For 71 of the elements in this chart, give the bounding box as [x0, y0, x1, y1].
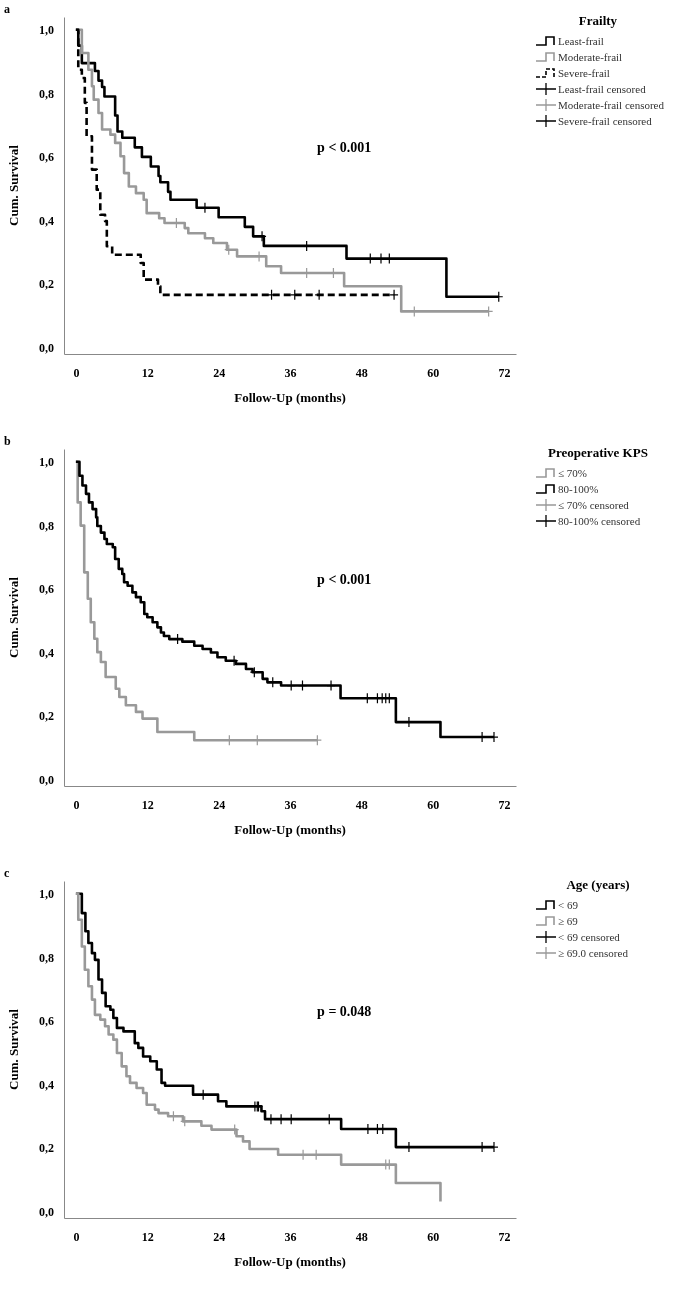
y-tick-label: 0,0 [39, 772, 54, 787]
point [314, 289, 324, 301]
y-tick-label: 0,4 [39, 645, 54, 660]
y-tick-label: 0,4 [39, 1077, 54, 1092]
y-axis-title: Cum. Survival [6, 144, 21, 226]
x-axis-title: Follow-Up (months) [234, 390, 346, 405]
x-tick-label: 72 [498, 797, 511, 812]
x-tick-label: 0 [73, 797, 80, 812]
x-tick-label: 24 [213, 365, 226, 380]
legend-label: Moderate-frail censored [558, 99, 665, 111]
legend-label: Severe-frail censored [558, 115, 653, 127]
y-tick-label: 1,0 [39, 887, 54, 902]
legend-title: Age (years) [566, 877, 630, 892]
y-tick-label: 0,2 [39, 1141, 54, 1156]
y-tick-label: 0,2 [39, 709, 54, 724]
y-tick-label: 0,4 [39, 213, 54, 228]
legend-label: Severe-frail [558, 67, 610, 79]
x-tick-label: 60 [427, 1229, 440, 1244]
annotation: p < 0.001 [317, 139, 372, 155]
x-tick-label: 24 [213, 1229, 226, 1244]
y-tick-label: 0,8 [39, 518, 54, 533]
x-tick-label: 48 [355, 1229, 368, 1244]
x-tick-label: 12 [141, 797, 154, 812]
x-tick-label: 36 [284, 1229, 297, 1244]
legend-title: Preoperative KPS [548, 445, 648, 460]
point [389, 289, 399, 301]
y-tick-label: 0,6 [39, 1014, 54, 1029]
x-tick-label: 60 [427, 797, 440, 812]
x-tick-label: 36 [284, 797, 297, 812]
legend-label: ≤ 70% censored [558, 499, 630, 511]
legend-label: ≤ 70% [558, 467, 587, 479]
annotation: p = 0.048 [317, 1003, 372, 1019]
x-tick-label: 36 [284, 365, 297, 380]
y-tick-label: 0,0 [39, 340, 54, 355]
y-tick-label: 0,6 [39, 582, 54, 597]
legend-label: Least-frail censored [558, 83, 647, 95]
legend-label: 80-100% censored [558, 515, 641, 527]
x-tick-label: 0 [73, 365, 80, 380]
x-tick-label: 48 [355, 365, 368, 380]
x-tick-label: 24 [213, 797, 226, 812]
legend-label: ≥ 69.0 censored [558, 947, 629, 959]
y-tick-label: 0,8 [39, 86, 54, 101]
x-tick-label: 12 [141, 1229, 154, 1244]
y-tick-label: 0,8 [39, 950, 54, 965]
x-tick-label: 72 [498, 1229, 511, 1244]
annotation: p < 0.001 [317, 571, 372, 587]
legend-label: ≥ 69 [558, 915, 579, 927]
x-tick-label: 72 [498, 365, 511, 380]
y-tick-label: 1,0 [39, 23, 54, 38]
legend-label: < 69 [558, 899, 579, 911]
legend-label: Moderate-frail [558, 51, 623, 63]
point [326, 679, 336, 692]
legend-label: < 69 censored [558, 931, 621, 943]
chart-title: b [4, 434, 11, 448]
x-tick-label: 12 [141, 365, 154, 380]
x-tick-label: 48 [355, 797, 368, 812]
y-axis-title: Cum. Survival [6, 576, 21, 658]
x-axis-title: Follow-Up (months) [234, 822, 346, 837]
legend-label: Least-frail [558, 35, 604, 47]
y-tick-label: 1,0 [39, 455, 54, 470]
x-tick-label: 0 [73, 1229, 80, 1244]
y-tick-label: 0,6 [39, 150, 54, 165]
y-axis-title: Cum. Survival [6, 1008, 21, 1090]
legend-title: Frailty [578, 13, 618, 28]
y-tick-label: 0,0 [39, 1204, 54, 1219]
x-tick-label: 60 [427, 365, 440, 380]
legend-label: 80-100% [558, 483, 599, 495]
y-tick-label: 0,2 [39, 277, 54, 292]
chart-title: a [4, 2, 10, 16]
x-axis-title: Follow-Up (months) [234, 1254, 346, 1269]
chart-title: c [4, 866, 10, 880]
